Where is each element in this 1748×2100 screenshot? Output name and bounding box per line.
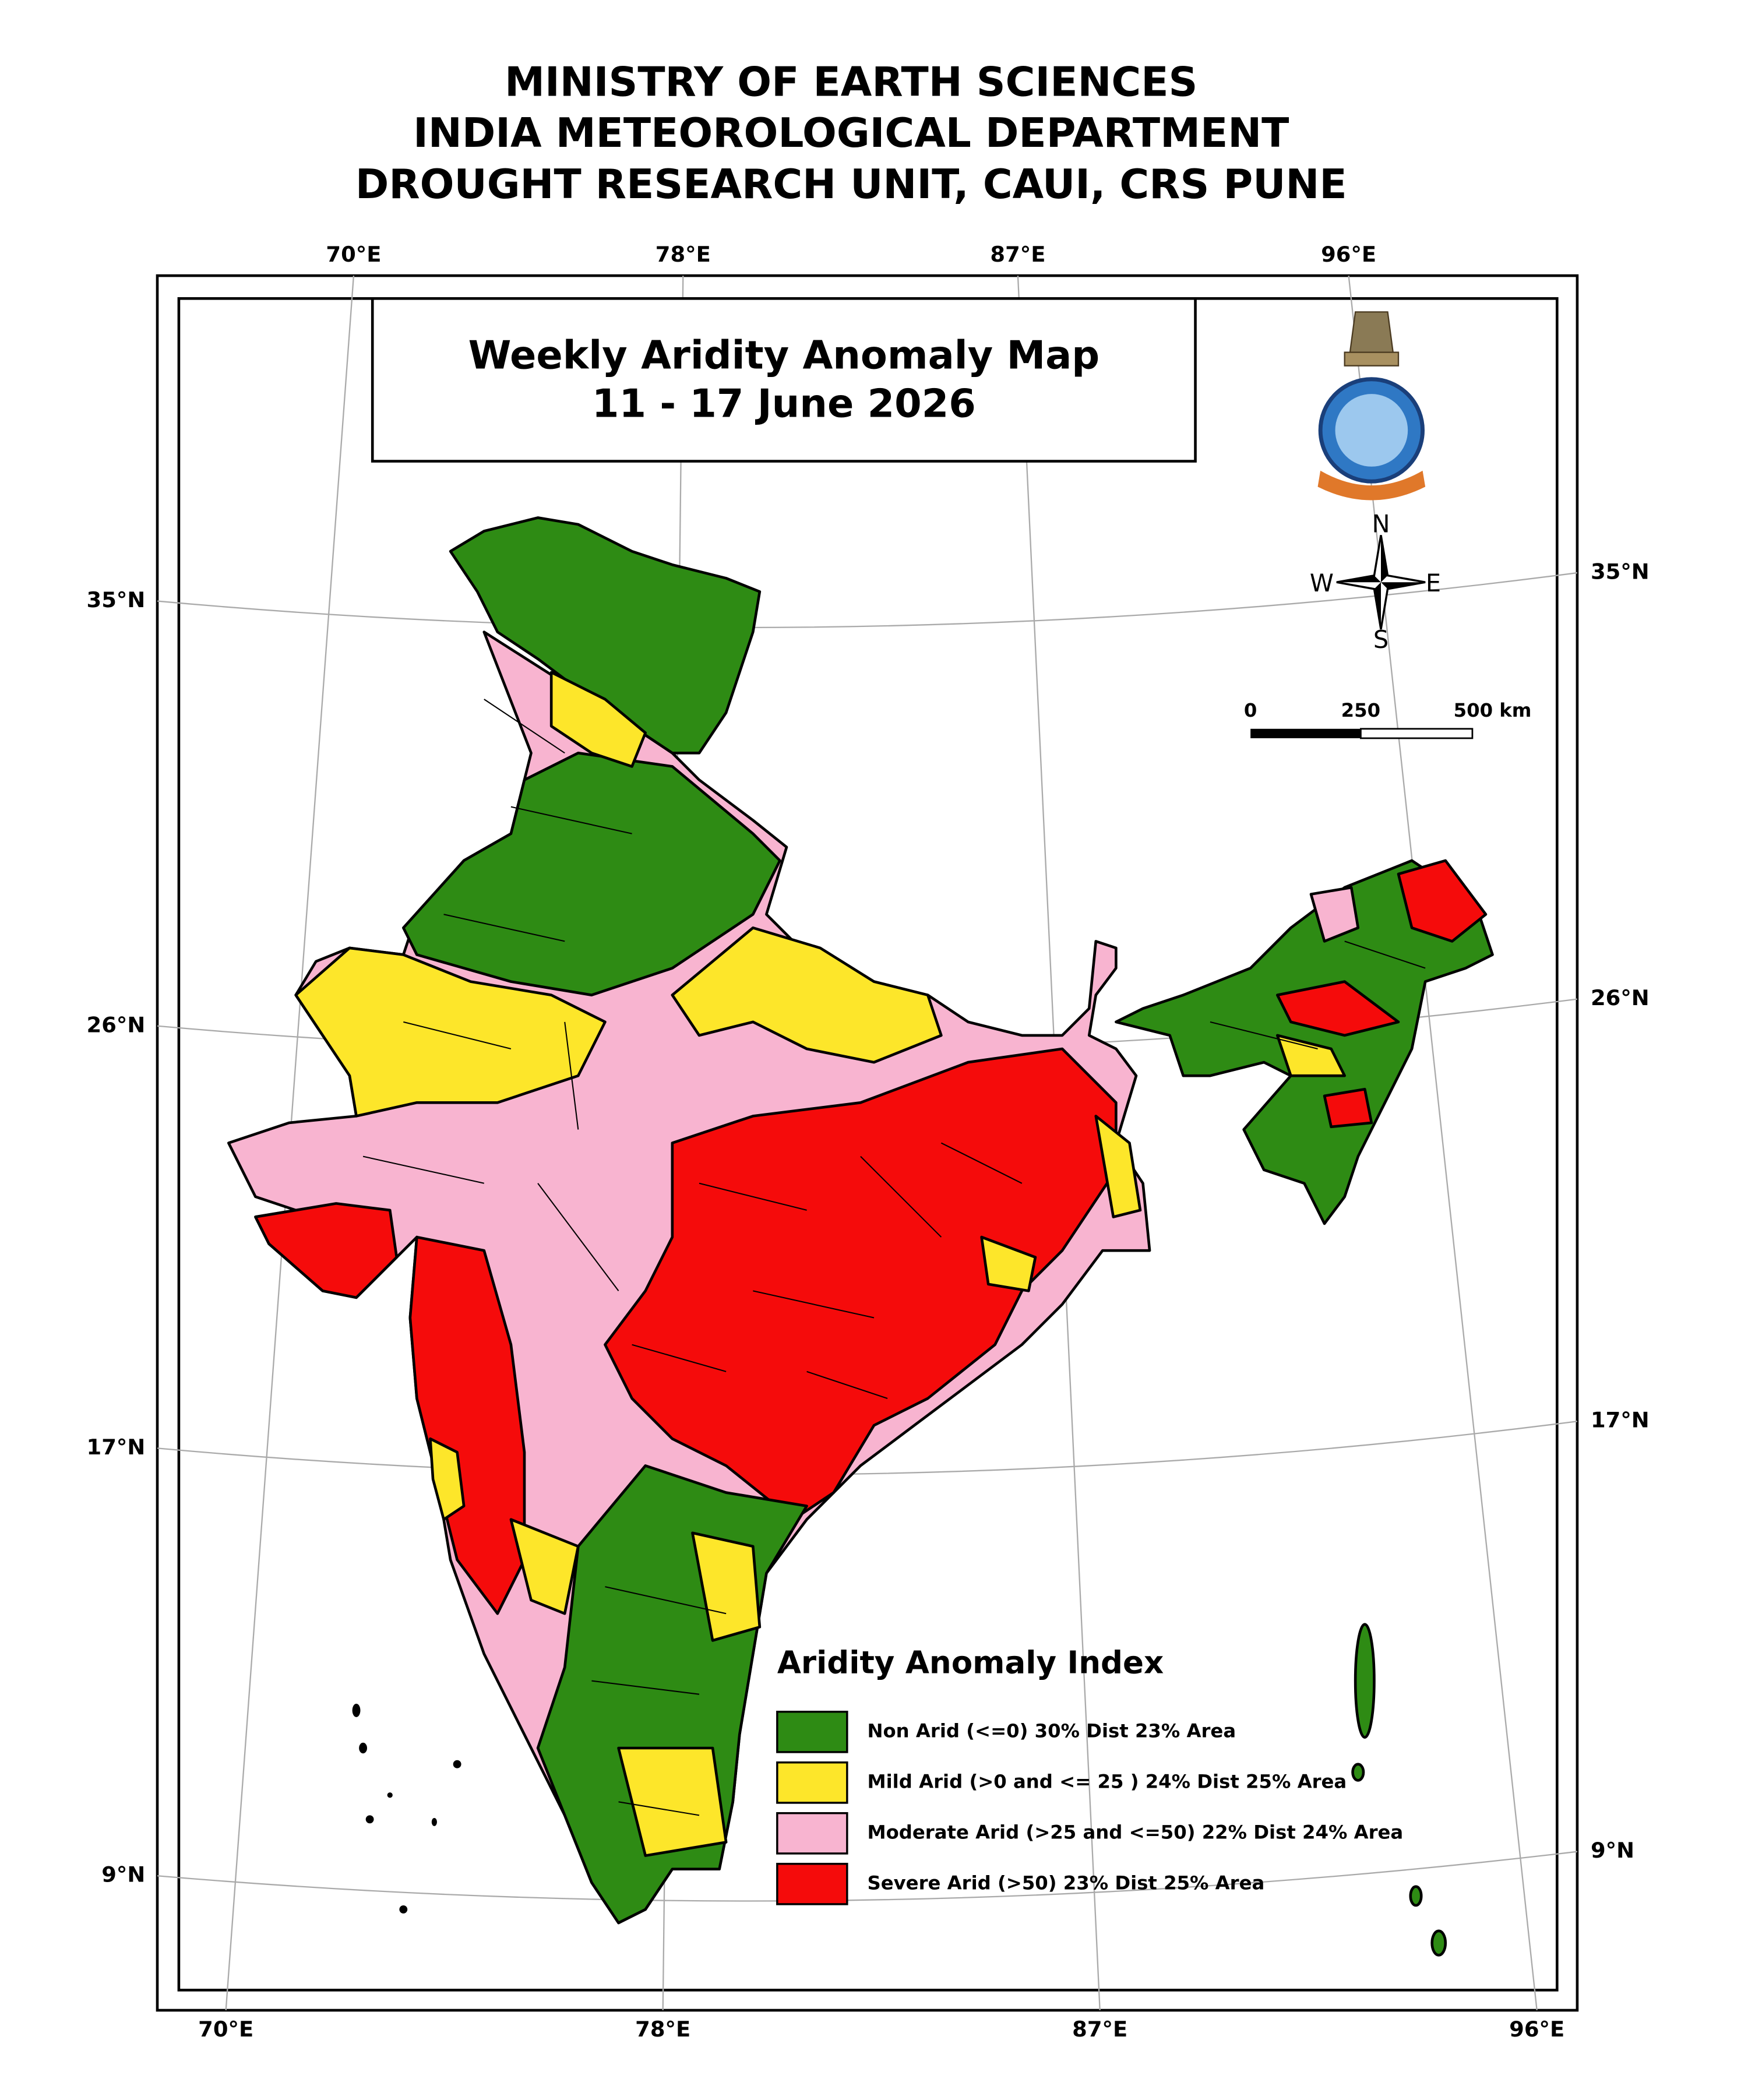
island	[431, 1818, 437, 1826]
header-line: DROUGHT RESEARCH UNIT, CAUI, CRS PUNE	[355, 161, 1347, 208]
longitude-label: 70°E	[198, 2017, 253, 2042]
region-karnataka-patch	[509, 1518, 580, 1615]
region-up	[671, 926, 943, 1064]
header-line: INDIA METEOROLOGICAL DEPARTMENT	[413, 110, 1289, 157]
region-rajasthan	[294, 946, 607, 1118]
legend-label: Non Arid (<=0) 30% Dist 23% Area	[867, 1720, 1236, 1742]
region-tn-patch	[691, 1531, 762, 1642]
ne-patch-4	[1309, 886, 1360, 943]
imd-emblem	[1317, 311, 1426, 501]
legend-label: Severe Arid (>50) 23% Dist 25% Area	[867, 1872, 1264, 1894]
island	[359, 1742, 367, 1754]
legend-swatch	[776, 1812, 848, 1855]
compass-letter: N	[1372, 509, 1390, 538]
outer-frame	[156, 274, 1579, 2012]
longitude-label: 78°E	[635, 2017, 690, 2042]
scale-label: 500 km	[1454, 699, 1532, 721]
andaman-nicobar	[1351, 1623, 1447, 1957]
latitude-label: 17°N	[1591, 1408, 1650, 1433]
title-box	[371, 297, 1197, 463]
longitude-label: 87°E	[990, 242, 1045, 267]
region-odisha-patch	[980, 1235, 1037, 1292]
compass	[1336, 535, 1426, 630]
longitude-label: 96°E	[1509, 2017, 1564, 2042]
legend-label: Moderate Arid (>25 and <=50) 22% Dist 24…	[867, 1821, 1403, 1843]
island	[1354, 1623, 1376, 1739]
legend-swatch	[776, 1862, 848, 1905]
region-konkan	[429, 1437, 466, 1521]
latitude-label: 26°N	[87, 1012, 146, 1037]
compass-letter: S	[1373, 625, 1388, 654]
ne-patch-2	[1275, 980, 1400, 1037]
emblem-ribbon	[1317, 470, 1426, 501]
longitude-label: 87°E	[1072, 2017, 1127, 2042]
ne-patch-1	[1397, 859, 1488, 943]
longitude-label: 78°E	[656, 242, 711, 267]
island	[365, 1815, 374, 1824]
island	[352, 1703, 361, 1717]
island	[387, 1792, 393, 1798]
island	[1430, 1929, 1447, 1957]
header-line: MINISTRY OF EARTH SCIENCES	[505, 59, 1197, 105]
latitude-label: 26°N	[1591, 985, 1650, 1010]
compass-letter: W	[1310, 569, 1334, 597]
legend-label: Mild Arid (>0 and <= 25 ) 24% Dist 25% A…	[867, 1770, 1347, 1792]
map-period: 11 - 17 June 2026	[592, 380, 976, 426]
parallel	[157, 1421, 1578, 1476]
latitude-label: 9°N	[1591, 1838, 1634, 1863]
region-gujarat	[254, 1202, 399, 1299]
compass-letter: E	[1426, 569, 1441, 597]
scale-bar-black	[1250, 728, 1361, 738]
latitude-label: 35°N	[1591, 559, 1650, 584]
latitude-label: 9°N	[101, 1862, 145, 1887]
longitude-label: 96°E	[1321, 242, 1376, 267]
compass-star-shade	[1336, 535, 1426, 629]
island	[399, 1905, 408, 1914]
latitude-label: 17°N	[87, 1435, 146, 1460]
emblem-globe-inner	[1335, 394, 1408, 467]
legend-swatch	[776, 1710, 848, 1753]
scale-bar-white	[1359, 728, 1474, 739]
longitude-label: 70°E	[326, 242, 381, 267]
legend-swatch	[776, 1761, 848, 1804]
lakshadweep	[352, 1703, 461, 1914]
legend-title: Aridity Anomaly Index	[777, 1645, 1164, 1681]
parallel	[157, 572, 1578, 629]
kashmir	[449, 516, 762, 755]
scale-label: 250	[1341, 699, 1380, 721]
map-title: Weekly Aridity Anomaly Map	[468, 332, 1100, 378]
emblem-capital	[1349, 311, 1394, 353]
region-maharashtra-west	[408, 1235, 526, 1615]
island	[453, 1760, 461, 1768]
district-lines	[362, 699, 1426, 1816]
island	[1409, 1885, 1423, 1907]
parallel	[157, 1851, 1578, 1902]
india-map	[227, 516, 1494, 1957]
region-uttarakhand	[549, 671, 647, 768]
ne-patch-3	[1275, 1034, 1346, 1077]
region-south-patch	[617, 1746, 728, 1857]
ne-patch-5	[1323, 1087, 1373, 1129]
region-bengal-patch	[1094, 1115, 1142, 1218]
scale-label: 0	[1244, 699, 1257, 721]
emblem-base	[1344, 351, 1400, 367]
latitude-label: 35°N	[87, 587, 146, 612]
island	[1351, 1763, 1365, 1782]
region-north	[402, 751, 781, 996]
